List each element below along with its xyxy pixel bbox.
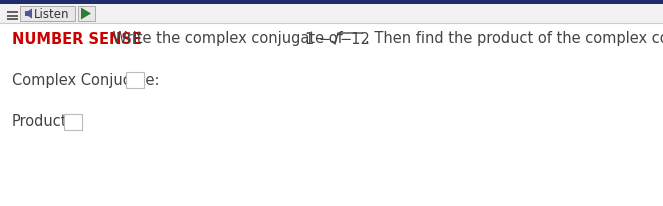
Text: Complex Conjucate:: Complex Conjucate: bbox=[12, 72, 160, 87]
Text: Write the complex conjugate of: Write the complex conjugate of bbox=[108, 31, 347, 46]
Text: . Then find the product of the complex conjugates.: . Then find the product of the complex c… bbox=[365, 31, 663, 46]
Text: 1 −: 1 − bbox=[305, 31, 335, 46]
Text: Listen: Listen bbox=[34, 8, 70, 21]
FancyBboxPatch shape bbox=[0, 5, 663, 24]
FancyBboxPatch shape bbox=[78, 7, 95, 22]
Text: −12: −12 bbox=[339, 32, 370, 47]
FancyBboxPatch shape bbox=[20, 7, 75, 22]
FancyBboxPatch shape bbox=[0, 0, 663, 5]
FancyBboxPatch shape bbox=[126, 73, 144, 89]
Polygon shape bbox=[28, 9, 32, 19]
Polygon shape bbox=[81, 8, 91, 20]
FancyBboxPatch shape bbox=[64, 115, 82, 130]
Polygon shape bbox=[25, 12, 28, 17]
Text: NUMBER SENSE: NUMBER SENSE bbox=[12, 31, 142, 46]
Text: Product:: Product: bbox=[12, 114, 72, 129]
